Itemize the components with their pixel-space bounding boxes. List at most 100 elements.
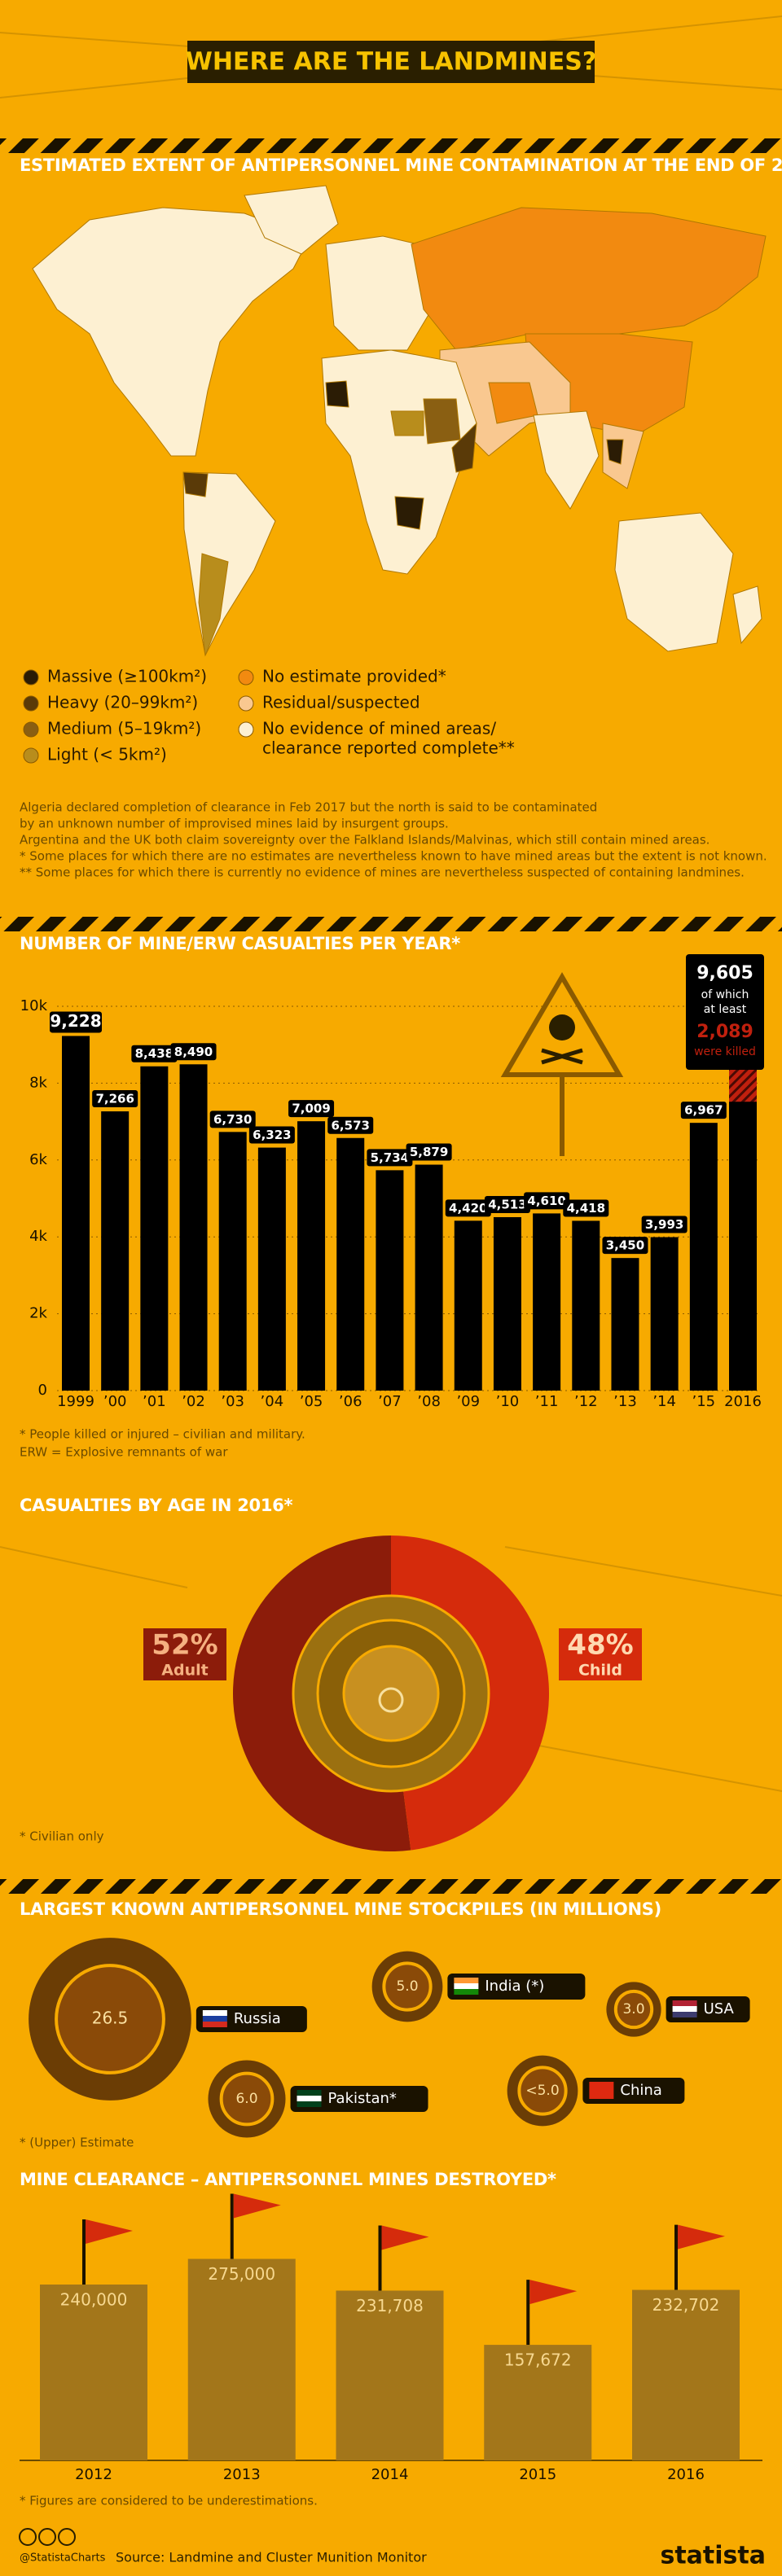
y-tick-label: 6k	[29, 1151, 47, 1168]
y-tick-label: 4k	[29, 1228, 47, 1245]
value-label-box	[680, 1102, 727, 1119]
flag	[297, 2096, 322, 2101]
map-note: by an unknown number of improvised mines…	[20, 817, 449, 831]
y-tick-label: 2k	[29, 1305, 47, 1322]
value-label-box	[209, 1111, 256, 1128]
bubble-label: 3.0	[622, 2001, 644, 2017]
legend-swatch	[238, 669, 254, 686]
chart-title: MINE CLEARANCE – ANTIPERSONNEL MINES DES…	[20, 2170, 556, 2189]
x-tick-label: ’09	[456, 1393, 480, 1410]
flag	[202, 2022, 227, 2027]
bar	[632, 2289, 740, 2460]
legend-label: Heavy (20–99km²)	[47, 693, 198, 712]
footer-source: Source: Landmine and Cluster Munition Mo…	[116, 2550, 427, 2565]
flag	[589, 2082, 614, 2088]
value-label: 8,438	[135, 1046, 174, 1061]
killed-label: 2,089	[696, 1022, 753, 1042]
notes: Algeria declared completion of clearance…	[20, 800, 767, 880]
map-note: * Some places for which there are no est…	[20, 849, 767, 864]
x-tick-label: 2016	[667, 2466, 705, 2483]
x-tick-label: 1999	[57, 1393, 94, 1410]
country-label: India (*)	[485, 1978, 544, 1995]
bar	[493, 1216, 521, 1391]
y-tick-label: 8k	[29, 1074, 47, 1091]
x-tick-label: ’03	[221, 1393, 244, 1410]
value-label-box	[406, 1143, 452, 1161]
value-label: 7,266	[95, 1092, 134, 1106]
x-tick-label: ’10	[496, 1393, 520, 1410]
flag	[202, 2010, 227, 2016]
hazard-stripe	[0, 917, 782, 931]
bar	[257, 1147, 286, 1391]
value-label-box	[563, 1199, 609, 1217]
flag	[672, 2012, 697, 2017]
value-label-box	[131, 1045, 178, 1062]
value-label: 4,610	[527, 1194, 565, 1208]
x-tick-label: ’13	[613, 1393, 637, 1410]
flag	[381, 2225, 429, 2250]
country-label: Pakistan*	[328, 2090, 397, 2107]
bubble-ring	[613, 1989, 654, 2030]
legend-label: Massive (≥100km²)	[47, 667, 207, 686]
bubble-ring	[55, 1964, 165, 2074]
bubble-label: 26.5	[92, 2009, 129, 2028]
value-label-box	[92, 1090, 138, 1108]
y-tick-label: 0	[38, 1382, 47, 1399]
mine-icon	[378, 1687, 404, 1713]
value-label: 3,450	[606, 1238, 644, 1253]
bar	[689, 1123, 718, 1391]
bar	[187, 2258, 296, 2460]
map-note: ** Some places for which there is curren…	[20, 865, 745, 880]
value-label: 7,009	[292, 1102, 330, 1116]
pie-label-box	[143, 1628, 226, 1680]
legend-swatch	[23, 669, 39, 686]
brand-logo: statista	[660, 2542, 766, 2570]
flag	[297, 2101, 322, 2107]
legend-swatch	[23, 695, 39, 712]
x-tick-label: 2013	[223, 2466, 261, 2483]
pie-center-core	[342, 1645, 440, 1742]
legend-label: Residual/suspected	[262, 693, 420, 712]
value-label: 231,708	[356, 2296, 424, 2315]
value-label-box	[524, 1192, 570, 1210]
x-tick-label: ’04	[261, 1393, 284, 1410]
bar	[454, 1220, 482, 1391]
pie-value-label: 52%	[152, 1629, 217, 1662]
value-label: 6,730	[213, 1112, 252, 1127]
legend-label: Light (< 5km²)	[47, 745, 167, 764]
value-label-box	[170, 1043, 217, 1061]
footer-handle: @StatistaCharts	[20, 2552, 106, 2565]
value-label-box	[367, 1149, 413, 1167]
bubble-label: 5.0	[396, 1978, 418, 1995]
country-tag	[290, 2086, 428, 2112]
legend-swatch	[23, 721, 39, 738]
flag	[454, 1978, 479, 1983]
country-label: USA	[704, 2000, 735, 2017]
bubble-ring	[382, 1961, 433, 2012]
value-label-box	[288, 1100, 335, 1118]
bar	[218, 1132, 247, 1391]
legend-label: No estimate provided*	[262, 667, 446, 686]
flag	[202, 2016, 227, 2022]
x-tick-label: ’05	[300, 1393, 323, 1410]
callout-text: at least	[704, 1003, 747, 1016]
x-tick-label: ’01	[143, 1393, 166, 1410]
x-tick-label: ’08	[417, 1393, 441, 1410]
legend-label: clearance reported complete**	[262, 738, 515, 758]
flag	[589, 2093, 614, 2099]
bar	[415, 1164, 443, 1391]
hazard-stripe	[0, 138, 782, 153]
footer-icons	[19, 2528, 76, 2546]
bar	[611, 1258, 639, 1391]
pie-label-box	[559, 1628, 642, 1680]
callout-box	[686, 954, 764, 1070]
flag	[233, 2193, 281, 2219]
killed-caption: were killed	[694, 1045, 756, 1058]
x-tick-label: ’07	[378, 1393, 402, 1410]
value-label-box	[50, 1011, 102, 1033]
pie-category-label: Adult	[161, 1662, 208, 1680]
chart-note: * (Upper) Estimate	[20, 2136, 134, 2150]
bar	[572, 1220, 600, 1391]
value-label: 6,967	[684, 1103, 723, 1118]
